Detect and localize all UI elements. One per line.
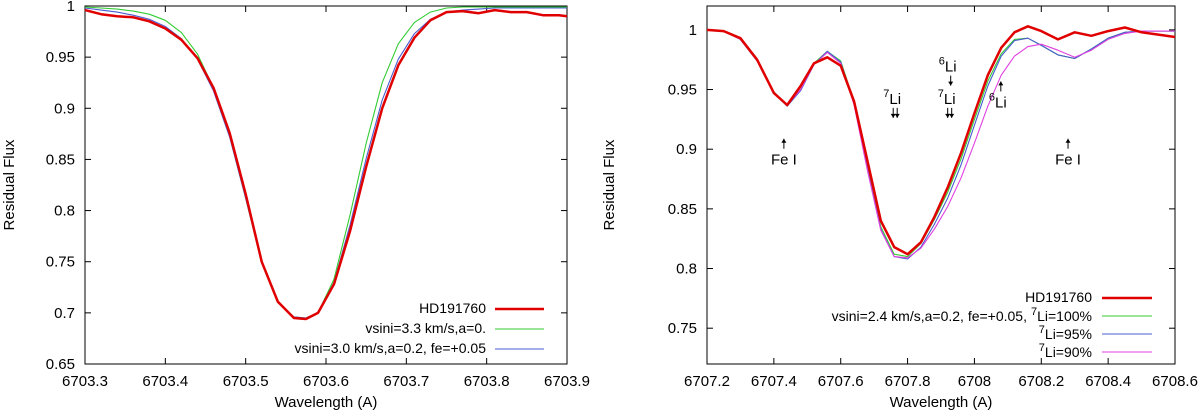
left-series-line-1 <box>84 6 567 319</box>
right-annotations: Fe I Fe I 7Li 7Li 6Li 6Li <box>771 56 1081 169</box>
right-legend-sup-1: 7 <box>1031 306 1037 318</box>
right-annotation-arrowhead-0 <box>781 138 787 143</box>
right-legend-name-2: Li=95% <box>1045 326 1092 342</box>
right-legend-name-3: Li=90% <box>1045 344 1092 360</box>
left-panel: 6703.3 6703.4 6703.5 6703.6 6703.7 6703.8 6703… <box>1 0 590 411</box>
right-legend-label-0: HD191760 <box>1025 289 1092 305</box>
right-xtick-label-3: 6707.8 <box>885 373 931 390</box>
right-series-line-0 <box>706 25 1176 256</box>
right-annotation-label-2: 7Li <box>883 88 901 108</box>
right-ytick-label-1: 0.8 <box>676 261 697 278</box>
left-xtick-label-6: 6703.9 <box>544 373 590 390</box>
right-ytick-label-0: 0.75 <box>668 320 697 337</box>
left-ytick-label-3: 0.8 <box>54 203 75 220</box>
left-ytick-label-0: 0.65 <box>46 356 75 373</box>
left-legend-label-2: vsini=3.0 km/s,a=0.2, fe=+0.05 <box>295 340 487 356</box>
right-plot-frame <box>706 5 1176 365</box>
right-legend-label-1: vsini=2.4 km/s,a=0.2, fe=+0.05, 7Li=100% <box>832 306 1092 324</box>
left-legend: HD191760 vsini=3.3 km/s,a=0. vsini=3.0 k… <box>295 300 544 356</box>
right-xtick-label-6: 6708.4 <box>1085 373 1131 390</box>
right-ytick-label-2: 0.85 <box>668 201 697 218</box>
right-annotation-label-0: Fe I <box>771 152 797 169</box>
left-plot-frame <box>84 5 568 365</box>
right-xtick-label-2: 6707.6 <box>818 373 864 390</box>
left-ytick-label-6: 0.95 <box>46 49 75 66</box>
left-legend-label-1: vsini=3.3 km/s,a=0. <box>365 320 486 336</box>
right-legend-name-1: Li=100% <box>1037 308 1092 324</box>
left-xtick-label-4: 6703.7 <box>383 373 429 390</box>
left-ytick-label-1: 0.7 <box>54 305 75 322</box>
right-annotation-label-4: 6Li <box>939 56 957 76</box>
right-xtick-label-5: 6708.2 <box>1018 373 1064 390</box>
left-xtick-label-0: 6703.3 <box>62 373 108 390</box>
right-legend-label-2: 7Li=95% <box>1039 324 1092 342</box>
right-ticks: 6707.2 6707.4 6707.6 6707.8 6708 6708.2 6708.4… <box>668 6 1198 390</box>
left-xlabel: Wavelength (A) <box>275 394 378 411</box>
left-ylabel: Residual Flux <box>1 139 18 230</box>
left-ytick-label-5: 0.9 <box>54 100 75 117</box>
right-panel: 6707.2 6707.4 6707.6 6707.8 6708 6708.2 6708.4… <box>601 5 1198 411</box>
left-legend-label-0: HD191760 <box>419 300 486 316</box>
right-xtick-label-0: 6707.2 <box>684 373 730 390</box>
right-xlabel: Wavelength (A) <box>890 394 993 411</box>
right-annotation-arrowhead-1 <box>1065 138 1071 143</box>
right-annotation-arrowhead-3 <box>945 113 951 118</box>
right-ytick-label-5: 1 <box>689 22 697 39</box>
right-ytick-label-4: 0.95 <box>668 82 697 99</box>
right-xtick-label-1: 6707.4 <box>751 373 797 390</box>
left-series-line-2 <box>84 7 567 319</box>
right-annotation-label-5: 6Li <box>989 91 1007 111</box>
right-series <box>706 25 1176 260</box>
right-annotation-arrowhead-4 <box>948 81 954 86</box>
right-annotation-arrowhead-2 <box>894 113 900 118</box>
right-ytick-label-3: 0.9 <box>676 141 697 158</box>
left-xtick-label-1: 6703.4 <box>142 373 188 390</box>
right-ylabel: Residual Flux <box>601 139 618 230</box>
right-annotation-arrowhead-5 <box>998 81 1004 86</box>
right-legend: HD191760 vsini=2.4 km/s,a=0.2, fe=+0.05,… <box>832 289 1152 360</box>
left-ytick-label-2: 0.75 <box>46 254 75 271</box>
right-annotation-label-3: 7Li <box>938 88 956 108</box>
right-legend-sup-3: 7 <box>1039 342 1045 354</box>
left-xtick-label-5: 6703.8 <box>464 373 510 390</box>
left-series-line-0 <box>84 8 568 321</box>
right-annotation-label-1: Fe I <box>1055 152 1081 169</box>
left-series <box>84 6 568 321</box>
right-annotation-arrowhead-2 <box>890 113 896 118</box>
left-xtick-label-3: 6703.6 <box>303 373 349 390</box>
right-legend-label-3: 7Li=90% <box>1039 342 1092 360</box>
right-legend-prefix: vsini=2.4 km/s,a=0.2, fe=+0.05, <box>832 308 1027 324</box>
right-xtick-label-4: 6708 <box>958 373 991 390</box>
left-ticks: 6703.3 6703.4 6703.5 6703.6 6703.7 6703.8 6703… <box>46 0 590 390</box>
left-ytick-label-7: 1 <box>67 0 75 15</box>
left-xtick-label-2: 6703.5 <box>223 373 269 390</box>
right-xtick-label-7: 6708.6 <box>1152 373 1198 390</box>
right-legend-sup-2: 7 <box>1039 324 1045 336</box>
left-ytick-label-4: 0.85 <box>46 151 75 168</box>
right-annotation-arrowhead-3 <box>949 113 955 118</box>
